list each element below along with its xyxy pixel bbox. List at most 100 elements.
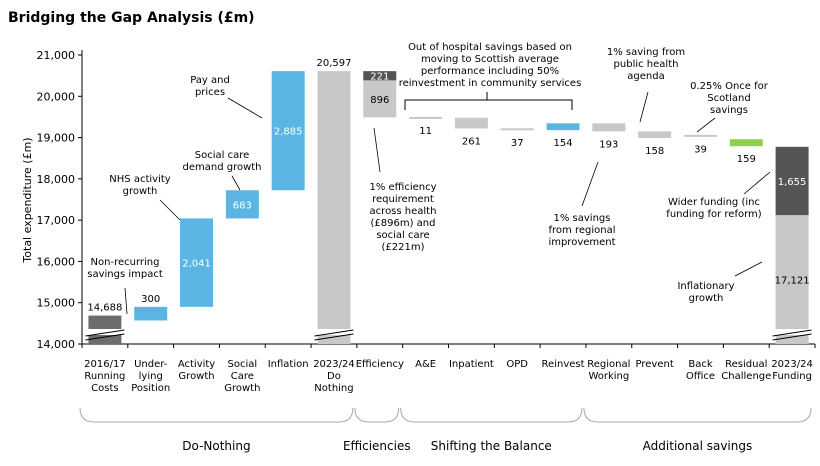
annotation: 1% efficiency requirement across health (£8… — [369, 182, 436, 253]
category-label: 2023/24 Funding — [771, 359, 813, 382]
bar-value-label: 193 — [599, 139, 618, 150]
group-label: Efficiencies — [343, 439, 411, 453]
bar-value-label: 221 — [370, 72, 389, 83]
annotation-leader — [227, 97, 263, 119]
bar-segment — [317, 71, 351, 345]
bar-value-label: 1,655 — [778, 177, 807, 188]
chart-title: Bridging the Gap Analysis (£m) — [8, 10, 255, 26]
annotation-leader — [581, 161, 599, 207]
bar-value-label: 158 — [645, 146, 664, 157]
group-bracket — [79, 407, 354, 423]
annotation-leader — [159, 199, 181, 221]
bar-segment — [683, 134, 717, 137]
bar-value-label: 2,041 — [182, 259, 211, 270]
y-axis-label: Total expenditure (£m) — [21, 137, 34, 263]
y-tick-label: 20,000 — [37, 90, 76, 103]
annotation: 0.25% Once for Scotland savings — [690, 81, 769, 116]
annotation-leader — [743, 171, 771, 195]
bar-value-label: 11 — [419, 126, 432, 137]
group-label: Additional savings — [643, 439, 753, 453]
group-brackets: Do-Nothing Efficiencies Shifting the Balan… — [79, 407, 812, 453]
annotation: Social care demand growth — [182, 150, 261, 173]
bar-segment — [775, 146, 809, 216]
category-label: Under-lying Position — [131, 359, 170, 394]
annotation-leader — [373, 127, 381, 173]
axis-break-line — [314, 329, 354, 337]
category-label: Back Office — [686, 359, 715, 382]
annotation-leader — [639, 91, 649, 123]
bar-segment — [180, 218, 214, 307]
annotations-layer: Non-recurring savings impact NHS activity g… — [87, 42, 771, 315]
axis-break-line — [314, 333, 354, 341]
annotation-leader — [231, 175, 241, 191]
annotation-leader — [734, 261, 763, 277]
group-bracket — [354, 407, 400, 423]
y-tick-label: 21,000 — [37, 49, 76, 62]
axis-break-line — [772, 329, 812, 337]
bar-value-label: 14,688 — [87, 303, 122, 314]
annotation-leader — [696, 117, 716, 133]
y-tick-label: 14,000 — [37, 338, 76, 351]
annotation: Non-recurring savings impact — [87, 257, 163, 280]
annotation: Wider funding (inc funding for reform) — [666, 197, 761, 220]
group-bracket — [400, 407, 583, 423]
bar-value-label: 39 — [694, 145, 707, 156]
bar-segment — [363, 71, 397, 81]
y-tick-label: 19,000 — [37, 132, 76, 145]
group-label: Do-Nothing — [182, 439, 250, 453]
bar-value-label: 17,121 — [775, 276, 810, 287]
bar-segment — [225, 190, 259, 219]
bar-segment — [454, 117, 488, 129]
bar-segment — [592, 123, 626, 132]
bars-layer — [85, 71, 812, 345]
annotation: Out of hospital savings based on moving t… — [399, 42, 582, 89]
bar-value-label: 20,597 — [316, 58, 351, 69]
y-tick-label: 15,000 — [37, 297, 76, 310]
y-axis: 14,000 15,000 16,000 17,000 18,000 19,000 20,0… — [37, 49, 816, 351]
annotation: Pay and prices — [190, 75, 230, 98]
category-label: Residual Challenge — [721, 359, 771, 382]
axis-break-line — [85, 329, 125, 337]
category-label: Regional Working — [587, 359, 630, 382]
bar-value-label: 159 — [737, 154, 756, 165]
axis-break-gap — [314, 329, 354, 335]
category-label: 2023/24 Do Nothing — [313, 359, 355, 394]
axis-break-line — [772, 333, 812, 341]
bar-value-label: 261 — [462, 136, 481, 147]
bar-value-label: 2,885 — [274, 127, 303, 138]
annotation: 1% saving from public health agenda — [607, 47, 685, 82]
bar-value-label: 683 — [233, 200, 252, 211]
bar-value-label: 896 — [370, 95, 389, 106]
bar-segment — [363, 80, 397, 118]
axis-break-line — [85, 333, 125, 341]
bar-segment — [134, 306, 168, 321]
category-label: Inpatient — [449, 359, 494, 370]
category-label: Social Care Growth — [224, 359, 260, 394]
category-label: Inflation — [268, 359, 309, 370]
category-label: Prevent — [636, 359, 674, 370]
y-tick-label: 18,000 — [37, 173, 76, 186]
annotation: 1% savings from regional improvement — [548, 213, 615, 248]
y-tick-label: 17,000 — [37, 214, 76, 227]
axis-break-gap — [772, 329, 812, 335]
annotation: NHS activity growth — [109, 174, 170, 197]
bar-segment — [409, 116, 443, 119]
group-bracket — [583, 407, 812, 423]
category-label: Reinvest — [542, 359, 585, 370]
annotation: Inflationary growth — [677, 281, 734, 304]
bar-segment — [271, 71, 305, 191]
bar-value-label: 154 — [553, 138, 572, 149]
bar-segment — [729, 139, 763, 147]
bar-value-label: 300 — [141, 294, 160, 305]
bar-segment — [500, 128, 534, 131]
annotation-leader — [124, 287, 128, 315]
bar-segment — [638, 131, 672, 138]
category-label: Activity Growth — [178, 359, 215, 382]
bar-value-label: 37 — [511, 138, 524, 149]
labels-layer: 14,688 2016/17 Running Costs 300 Under-lying P… — [84, 58, 813, 394]
y-tick-label: 16,000 — [37, 255, 76, 268]
annotation-bracket — [404, 92, 573, 110]
axis-break-gap — [85, 329, 125, 335]
bar-segment — [546, 123, 580, 131]
